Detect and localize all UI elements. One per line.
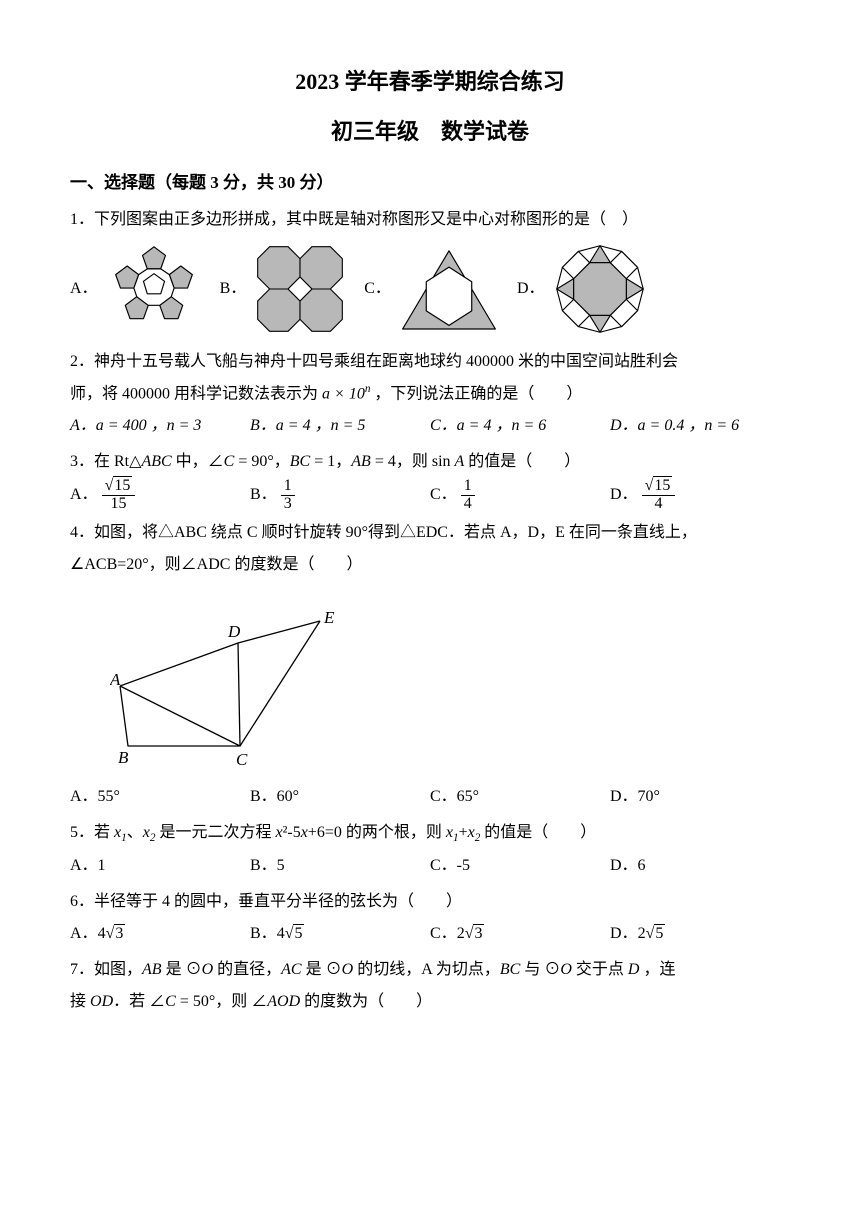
q5-opt-D: D．6 bbox=[610, 850, 790, 882]
q1-opt-B: B． bbox=[220, 243, 347, 335]
q3-opt-A-label: A． bbox=[70, 486, 98, 503]
q6-opt-A-label: A． bbox=[70, 925, 98, 942]
exam-title-line2: 初三年级 数学试卷 bbox=[70, 110, 790, 154]
q6-opt-C-label: C． bbox=[430, 925, 457, 942]
q4-figure: A B C D E bbox=[110, 601, 790, 771]
svg-text:C: C bbox=[236, 750, 248, 769]
q1-opt-C: C． bbox=[364, 245, 499, 333]
q3-opt-D-frac: 154 bbox=[642, 478, 676, 513]
q4-options: A．55° B．60° C．65° D．70° bbox=[70, 781, 790, 813]
q4-opt-B: B．60° bbox=[250, 781, 430, 813]
q2-opt-C: C．a = 4 ，n = 6 bbox=[430, 410, 610, 442]
q3-opt-D-label: D． bbox=[610, 486, 638, 503]
q3-stem: 3．在 Rt△ABC 中，∠C = 90°，BC = 1，AB = 4，则 si… bbox=[70, 446, 790, 478]
q3-opt-D: D． 154 bbox=[610, 478, 790, 513]
q2-stem-c: ，下列说法正确的是（ ） bbox=[374, 385, 582, 402]
q7-stem-b: 接 OD．若 ∠C = 50°，则 ∠AOD 的度数为（ ） bbox=[70, 986, 790, 1018]
q2-opt-D: D．a = 0.4 ，n = 6 bbox=[610, 410, 790, 442]
q6-opt-D-label: D． bbox=[610, 925, 638, 942]
q4-opt-D: D．70° bbox=[610, 781, 790, 813]
q2-opt-A: A．a = 400 ，n = 3 bbox=[70, 410, 250, 442]
q2-opt-B: B．a = 4 ，n = 5 bbox=[250, 410, 430, 442]
q2-formula-exp: n bbox=[365, 383, 371, 395]
q5-opt-B: B．5 bbox=[250, 850, 430, 882]
q2-opt-A-text: A．a = 400 ，n = 3 bbox=[70, 417, 201, 434]
q1-opt-A: A． bbox=[70, 243, 202, 335]
q6-opt-C: C．23 bbox=[430, 918, 610, 950]
q6-stem: 6．半径等于 4 的圆中，垂直平分半径的弦长为（ ） bbox=[70, 886, 790, 918]
q6-options: A．43 B．45 C．23 D．25 bbox=[70, 918, 790, 950]
q6-opt-D: D．25 bbox=[610, 918, 790, 950]
q1-stem: 1．下列图案由正多边形拼成，其中既是轴对称图形又是中心对称图形的是（ ） bbox=[70, 204, 790, 236]
q2-options: A．a = 400 ，n = 3 B．a = 4 ，n = 5 C．a = 4 … bbox=[70, 410, 790, 442]
q4-stem-a: 4．如图，将△ABC 绕点 C 顺时针旋转 90°得到△EDC．若点 A，D，E… bbox=[70, 517, 790, 549]
q5-stem: 5．若 x1、x2 是一元二次方程 x²-5x+6=0 的两个根，则 x1+x2… bbox=[70, 817, 790, 850]
triangle-hexagon-icon bbox=[399, 245, 499, 333]
q5-opt-C: C．-5 bbox=[430, 850, 610, 882]
q4-stem-b: ∠ACB=20°，则∠ADC 的度数是（ ） bbox=[70, 549, 790, 581]
svg-text:D: D bbox=[227, 622, 241, 641]
q3-opt-B-label: B． bbox=[250, 486, 277, 503]
q2-stem-a: 2．神舟十五号载人飞船与神舟十四号乘组在距离地球约 400000 米的中国空间站… bbox=[70, 346, 790, 378]
q6-opt-A: A．43 bbox=[70, 918, 250, 950]
q1-opt-D-label: D． bbox=[517, 273, 545, 305]
dodecagon-mix-icon bbox=[553, 242, 647, 336]
q3-opt-B-frac: 13 bbox=[281, 478, 295, 513]
section-1-heading: 一、选择题（每题 3 分，共 30 分） bbox=[70, 166, 790, 200]
q3-opt-C: C． 14 bbox=[430, 478, 610, 513]
q3-opt-A: A． 1515 bbox=[70, 478, 250, 513]
q5-opt-A: A．1 bbox=[70, 850, 250, 882]
q1-opt-D: D． bbox=[517, 242, 647, 336]
svg-text:A: A bbox=[110, 670, 121, 689]
q3-opt-C-frac: 14 bbox=[461, 478, 475, 513]
pentagon-ring-icon bbox=[106, 243, 202, 335]
q2-stem-b-line: 师，将 400000 用科学记数法表示为 a × 10n ，下列说法正确的是（ … bbox=[70, 378, 790, 410]
q3-opt-A-frac: 1515 bbox=[102, 478, 136, 513]
q1-options-row: A． B． bbox=[70, 242, 790, 336]
svg-text:B: B bbox=[118, 748, 129, 767]
q4-opt-C: C．65° bbox=[430, 781, 610, 813]
q3-options: A． 1515 B． 13 C． 14 D． 154 bbox=[70, 478, 790, 513]
q2-formula-base: a × 10 bbox=[322, 385, 365, 402]
q2-stem-b: 师，将 400000 用科学记数法表示为 bbox=[70, 385, 322, 402]
svg-text:E: E bbox=[323, 608, 335, 627]
q3-opt-B: B． 13 bbox=[250, 478, 430, 513]
q2-opt-B-text: B．a = 4 ，n = 5 bbox=[250, 417, 365, 434]
q5-options: A．1 B．5 C．-5 D．6 bbox=[70, 850, 790, 882]
exam-title-line1: 2023 学年春季学期综合练习 bbox=[70, 60, 790, 104]
four-octagons-icon bbox=[254, 243, 346, 335]
q4-opt-A: A．55° bbox=[70, 781, 250, 813]
q1-opt-A-label: A． bbox=[70, 273, 98, 305]
q2-opt-C-text: C．a = 4 ，n = 6 bbox=[430, 417, 546, 434]
q7-stem-a: 7．如图，AB 是 ⊙O 的直径，AC 是 ⊙O 的切线，A 为切点，BC 与 … bbox=[70, 954, 790, 986]
q6-opt-B-label: B． bbox=[250, 925, 277, 942]
q3-opt-C-label: C． bbox=[430, 486, 457, 503]
q1-opt-B-label: B． bbox=[220, 273, 247, 305]
q2-opt-D-text: D．a = 0.4 ，n = 6 bbox=[610, 417, 739, 434]
q6-opt-B: B．45 bbox=[250, 918, 430, 950]
q1-opt-C-label: C． bbox=[364, 273, 391, 305]
